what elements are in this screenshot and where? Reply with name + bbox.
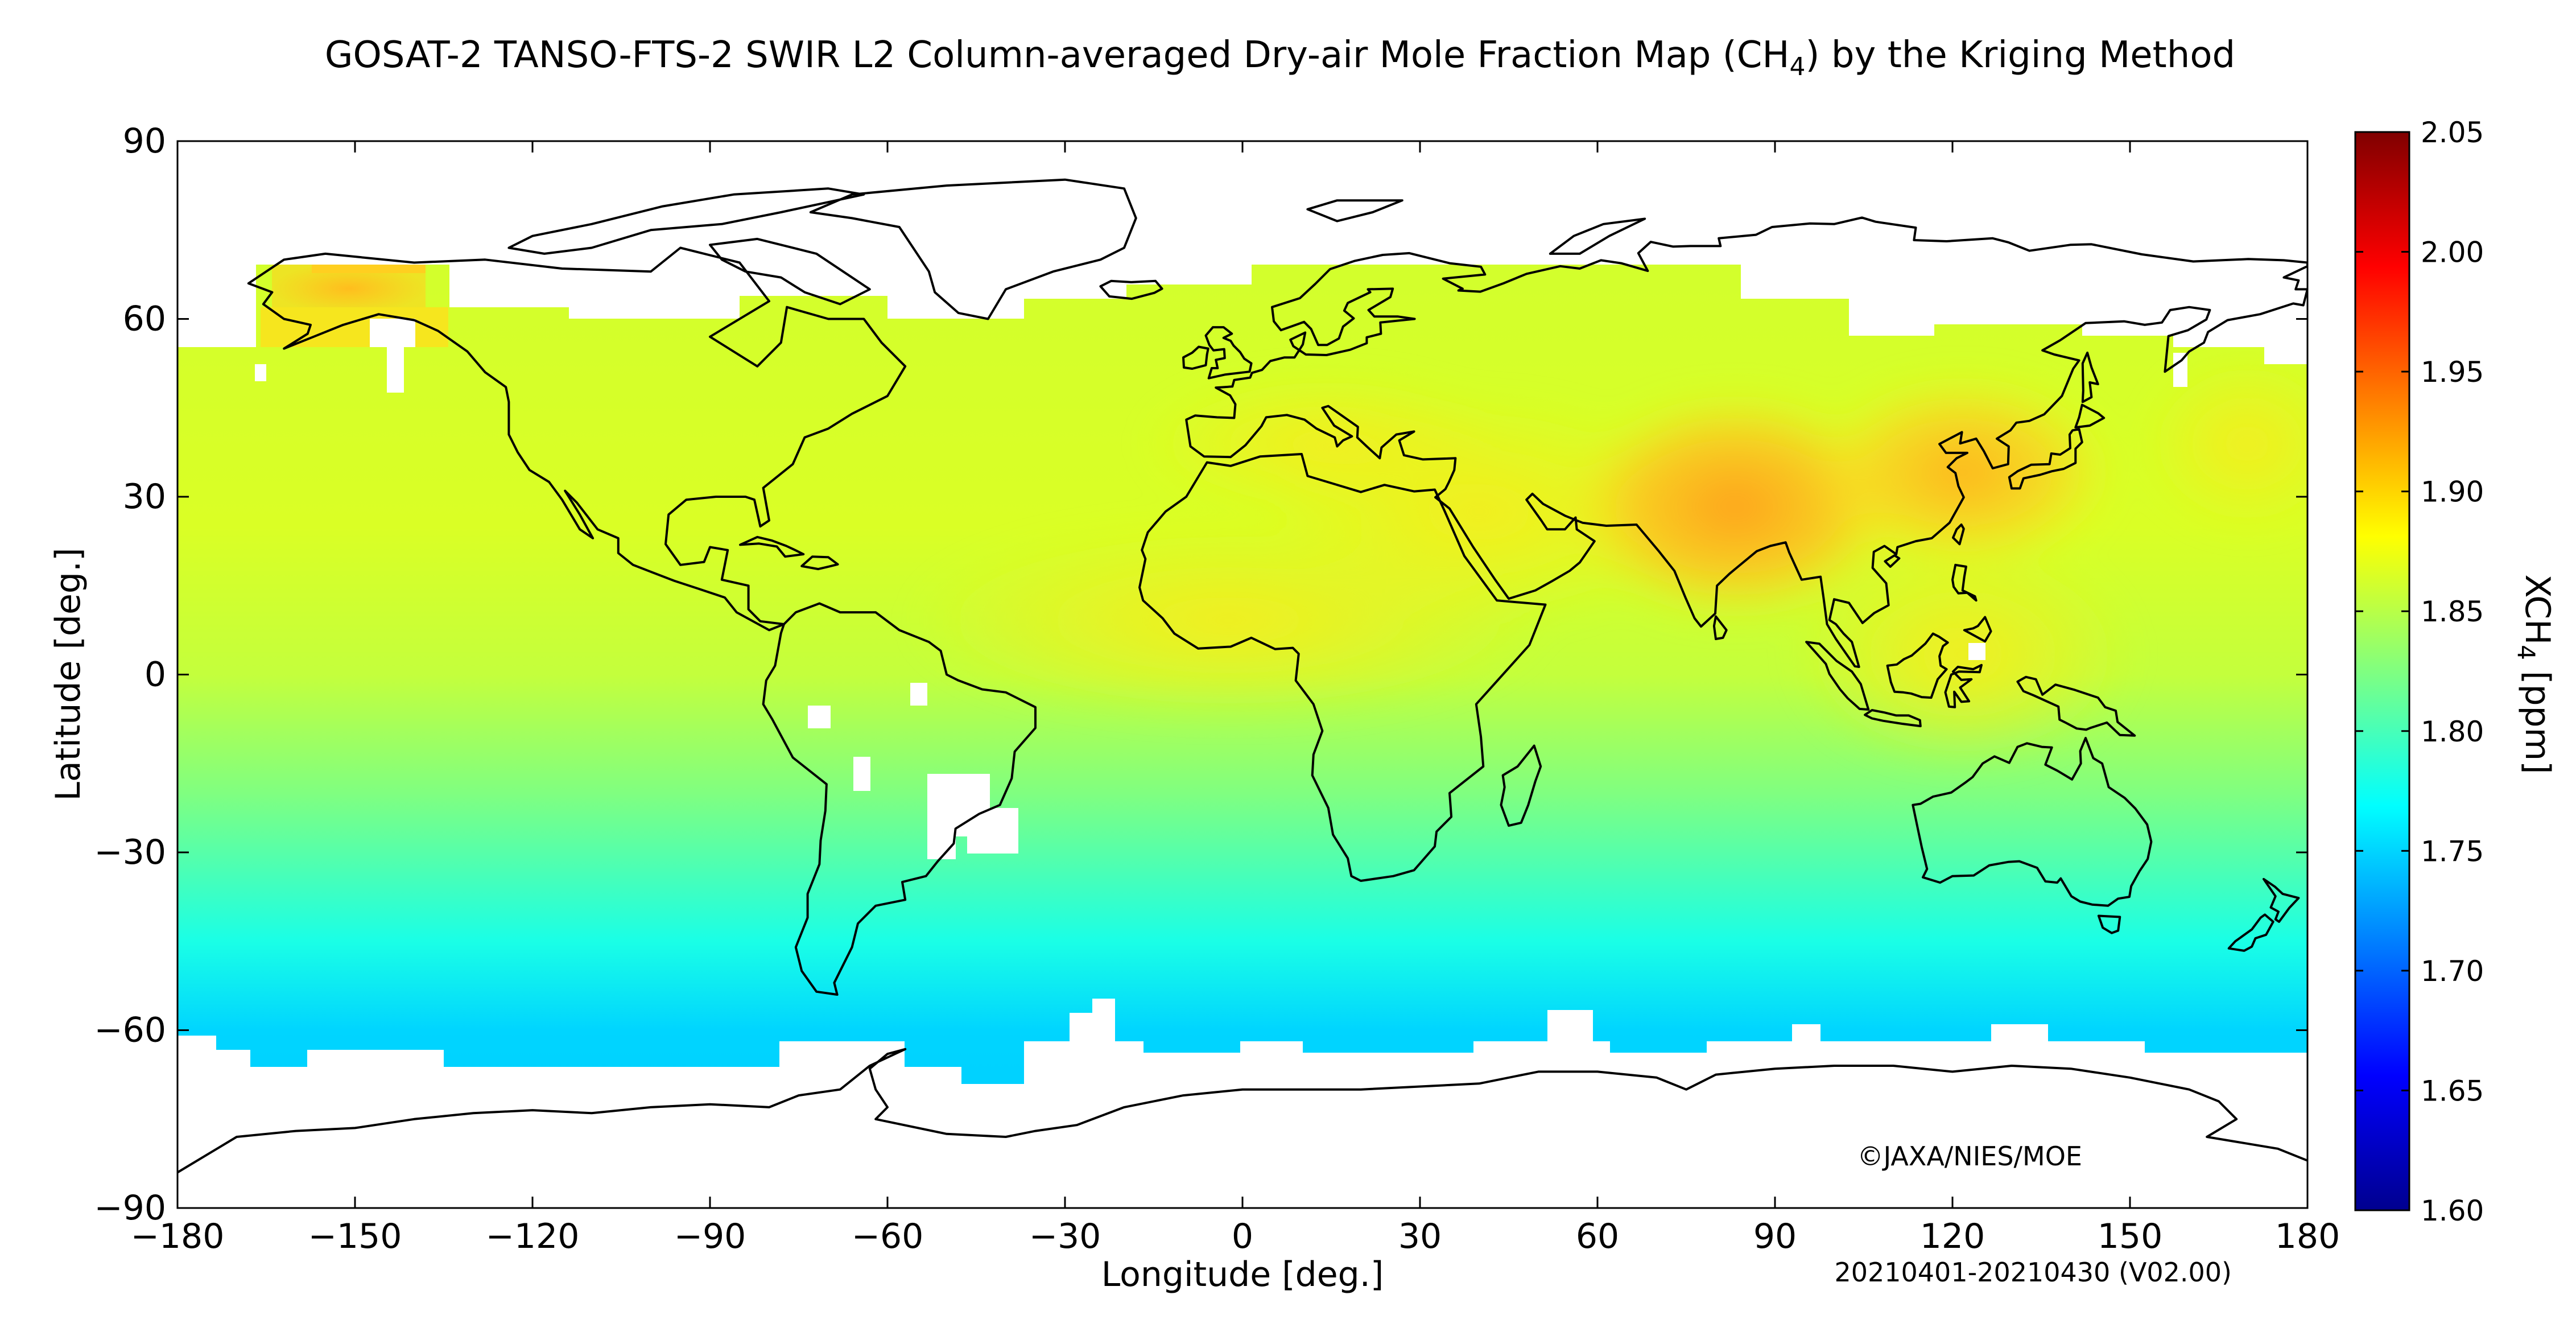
colorbar-tick-label: 1.60 <box>2421 1194 2484 1227</box>
coastline-borneo <box>1886 632 1949 699</box>
x-tick-label: 120 <box>1920 1217 1985 1256</box>
x-tick-label: −180 <box>131 1217 225 1256</box>
colorbar-gradient <box>2354 131 2410 1211</box>
x-tick-label: 180 <box>2275 1217 2340 1256</box>
colorbar: 1.60 1.65 1.70 1.75 1.80 1.85 1.90 1.95 2.00 2.05… <box>2354 116 2557 1227</box>
coastline-antarctica <box>177 1048 2307 1174</box>
coastline-philippines-luzon <box>1951 563 1978 602</box>
coastline-svalbard <box>1306 199 1403 222</box>
x-tick-label: 60 <box>1576 1217 1619 1256</box>
colorbar-tick-label: 1.75 <box>2421 835 2484 868</box>
coastline-madagascar <box>1500 744 1542 827</box>
colorbar-tick-label: 2.00 <box>2421 236 2484 269</box>
y-tick-label: −90 <box>94 1188 166 1228</box>
coastline-new-zealand-north <box>2263 877 2300 923</box>
copyright-label: ©JAXA/NIES/MOE <box>1857 1141 2082 1172</box>
coastlines <box>177 178 2307 1174</box>
coastline-baffin <box>709 237 871 306</box>
xch4-field <box>177 141 2307 1208</box>
y-axis-ticks: −90 −60 −30 0 30 60 90 <box>94 121 2307 1228</box>
coastline-eurasia <box>1185 216 2307 668</box>
coastline-sakhalin <box>2081 351 2099 403</box>
coastline-sulawesi <box>1944 663 1983 708</box>
coastline-sri-lanka <box>1712 615 1728 640</box>
x-axis-label: Longitude [deg.] <box>1101 1255 1384 1294</box>
coastline-hainan <box>1884 554 1901 568</box>
coastline-novaya-zemlya <box>1549 217 1646 255</box>
coastline-taiwan <box>1952 523 1965 546</box>
coastline-south-america <box>762 602 1037 996</box>
coastline-canadian-islands <box>507 187 865 255</box>
chart-title: GOSAT-2 TANSO-FTS-2 SWIR L2 Column-avera… <box>325 34 2235 81</box>
coastline-tasmania <box>2097 914 2121 934</box>
coastline-ireland <box>1182 345 1209 370</box>
coastline-philippines-mindanao <box>1963 616 1992 643</box>
colorbar-label: XCH4 [ppm] <box>2512 575 2557 774</box>
x-tick-label: 0 <box>1232 1217 1253 1256</box>
coastline-greenland <box>809 178 1137 320</box>
colorbar-tick-label: 1.70 <box>2421 955 2484 988</box>
coastline-java <box>1864 709 1922 728</box>
coastline-japan <box>2008 428 2083 490</box>
x-tick-label: 150 <box>2098 1217 2163 1256</box>
x-tick-label: −150 <box>308 1217 402 1256</box>
y-tick-label: −30 <box>94 832 166 872</box>
colorbar-tick-label: 1.85 <box>2421 595 2484 628</box>
x-tick-label: −90 <box>674 1217 746 1256</box>
colorbar-tick-label: 1.95 <box>2421 356 2484 389</box>
period-label: 20210401-20210430 (V02.00) <box>1834 1257 2232 1288</box>
x-tick-label: 90 <box>1753 1217 1797 1256</box>
y-tick-label: 0 <box>145 655 166 695</box>
hotspot-se-asia <box>1792 541 2133 768</box>
coastline-australia <box>1912 737 2153 907</box>
x-tick-label: 30 <box>1398 1217 1442 1256</box>
y-tick-label: −60 <box>94 1011 166 1050</box>
field-hotspots <box>910 358 2307 768</box>
coastline-great-britain <box>1204 326 1253 380</box>
coastline-new-guinea <box>2016 675 2136 737</box>
coastline-cuba <box>739 535 805 558</box>
hotspot-china <box>1809 376 2116 569</box>
colorbar-ticks: 1.60 1.65 1.70 1.75 1.80 1.85 1.90 1.95 2.00 2.05 <box>2355 116 2484 1227</box>
y-tick-label: 60 <box>123 299 166 339</box>
hotspot-north-pacific <box>2145 358 2307 529</box>
x-tick-label: −120 <box>486 1217 580 1256</box>
coastline-hispaniola <box>800 555 839 571</box>
colorbar-tick-label: 1.90 <box>2421 476 2484 509</box>
coastline-new-zealand-south <box>2227 913 2274 952</box>
coastline-africa <box>1138 453 1547 882</box>
colorbar-tick-label: 1.80 <box>2421 715 2484 748</box>
hotspot-mediterranean <box>1143 376 1508 512</box>
coastline-sumatra <box>1805 641 1870 711</box>
y-tick-label: 90 <box>123 121 166 161</box>
coastline-iceland <box>1099 279 1163 300</box>
colorbar-tick-label: 2.05 <box>2421 116 2484 149</box>
x-tick-label: −30 <box>1029 1217 1101 1256</box>
coastline-north-america <box>247 246 907 632</box>
x-axis-ticks: −180 −150 −120 −90 −60 −30 0 30 60 90 120 150 180 <box>131 141 2340 1256</box>
colorbar-tick-label: 1.65 <box>2421 1074 2484 1107</box>
x-tick-label: −60 <box>852 1217 924 1256</box>
y-tick-label: 30 <box>123 477 166 517</box>
coastline-hokkaido <box>2074 403 2106 429</box>
y-axis-label: Latitude [deg.] <box>48 548 88 801</box>
